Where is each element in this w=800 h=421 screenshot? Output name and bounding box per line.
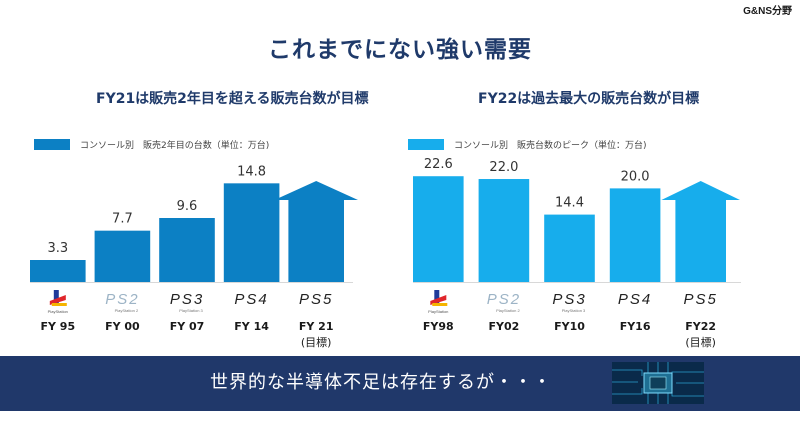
chart-right-value-label-0: 22.6	[424, 157, 453, 172]
chart-left-logo-0-ps-stripe-yellow	[51, 303, 67, 306]
chart-left-category-label-1: FY 00	[105, 320, 140, 333]
chart-right-category-note-4: (目標)	[685, 335, 716, 349]
chart-right-logo-0-ps-stripe-red	[430, 295, 447, 305]
chart-right-logo-2-caption: PlayStation 3	[562, 308, 586, 313]
chart-left-category-note-4: (目標)	[301, 335, 332, 349]
chart-right-bar-2	[544, 214, 595, 282]
chart-right-value-label-2: 14.4	[555, 196, 584, 211]
footer-text: 世界的な半導体不足は存在するが・・・	[210, 372, 552, 393]
chart-left-value-label-3: 14.8	[237, 164, 266, 179]
page-title: これまでにない強い需要	[268, 37, 532, 63]
chart-left-bar-1	[94, 230, 151, 282]
chart-left-category-label-2: FY 07	[170, 320, 205, 333]
left-chart-legend: コンソール別 販売2年目の台数（単位：万台)	[34, 138, 269, 151]
chart-right-logo-2-ps3-logo: PS3	[552, 291, 586, 308]
chart-left-logo-2-caption: PlayStation 3	[179, 308, 203, 313]
chart-right-category-label-2: FY10	[554, 320, 585, 333]
chart-left-bar-0	[30, 260, 86, 282]
chart-right-value-label-1: 22.0	[489, 160, 518, 175]
chart-right-logo-0-ps-stripe-yellow	[432, 303, 448, 306]
chart-right-category-label-0: FY98	[423, 320, 454, 333]
chart-right-bar-1	[478, 179, 530, 282]
chart-left-logo-4-ps5-logo: PS5	[299, 291, 333, 308]
chart-left-logo-0-ps-stripe-red	[49, 295, 66, 305]
chart-right-category-label-1: FY02	[489, 320, 520, 333]
chart-right-logo-0-ps-icon	[434, 290, 440, 304]
right-legend-swatch	[408, 139, 444, 150]
chart-left-value-label-0: 3.3	[47, 241, 68, 256]
right-legend-label: コンソール別 販売台数のピーク（単位：万台)	[454, 141, 647, 151]
chart-left-logo-1-caption: PlayStation 2	[115, 308, 139, 313]
chart-right-logo-0-caption: PlayStation	[428, 309, 448, 314]
chart-left-logo-1-ps2-logo: PS2	[105, 291, 139, 308]
right-chart-subtitle: FY22は過去最大の販売台数が目標	[478, 91, 700, 107]
left-chart-subtitle: FY21は販売2年目を超える販売台数が目標	[96, 91, 369, 107]
chart-right-category-label-4: FY22	[685, 320, 716, 333]
chart-right-logo-3-ps4-logo: PS4	[618, 291, 652, 308]
chart-left-value-label-2: 9.6	[177, 199, 198, 214]
chart-left-bar-2	[159, 218, 215, 282]
chart-left-target-arrow	[274, 181, 358, 282]
left-legend-swatch	[34, 139, 70, 150]
right-chart-legend: コンソール別 販売台数のピーク（単位：万台)	[408, 138, 647, 151]
chart-left-value-label-1: 7.7	[112, 212, 133, 227]
chart-left-category-label-4: FY 21	[299, 320, 334, 333]
chart-left-logo-0-ps-icon	[53, 290, 59, 304]
chart-left-bar-3	[223, 183, 280, 282]
chart-left-category-label-0: FY 95	[40, 320, 75, 333]
chart-left-logo-2-ps3-logo: PS3	[170, 291, 204, 308]
chart-right-logo-4-ps5-logo: PS5	[684, 291, 718, 308]
chart-right-category-label-3: FY16	[620, 320, 651, 333]
chart-left-logo-3-ps4-logo: PS4	[234, 291, 268, 308]
left-legend-label: コンソール別 販売2年目の台数（単位：万台)	[80, 141, 270, 151]
semiconductor-chip-icon	[612, 362, 704, 404]
corner-label: G&NS分野	[743, 6, 792, 17]
chart-right-bar-3	[609, 188, 661, 282]
chart-left-logo-0-caption: PlayStation	[48, 309, 68, 314]
chart-right-target-arrow	[661, 181, 740, 282]
chart-right-logo-1-caption: PlayStation 2	[496, 308, 520, 313]
chart-right-bar-0	[413, 176, 464, 282]
chart-right-logo-1-ps2-logo: PS2	[487, 291, 521, 308]
chart-left-category-label-3: FY 14	[234, 320, 269, 333]
chart-right-value-label-3: 20.0	[621, 169, 650, 184]
